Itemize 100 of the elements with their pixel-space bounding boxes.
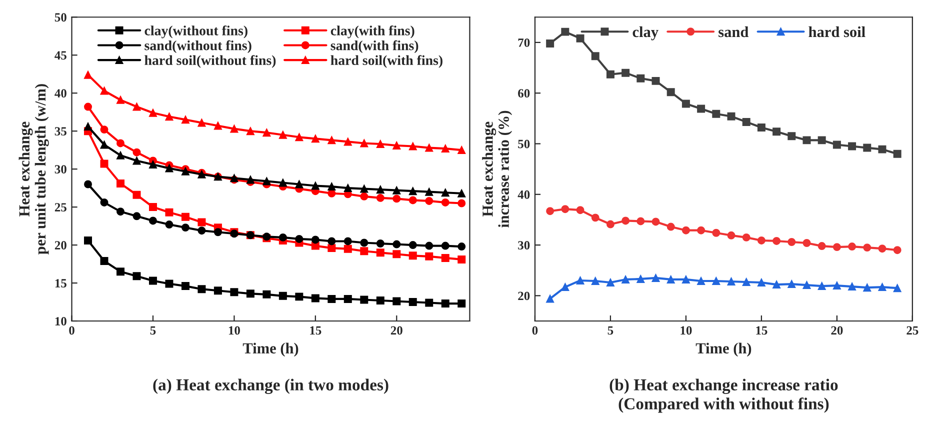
point	[246, 127, 254, 136]
point	[408, 142, 417, 150]
point	[666, 88, 675, 96]
point	[408, 298, 417, 306]
point	[606, 278, 614, 286]
point	[328, 182, 336, 191]
point	[682, 100, 690, 108]
point	[712, 276, 720, 285]
point	[606, 220, 614, 228]
legend-label: hard soil(without fins)	[144, 55, 276, 68]
point	[132, 102, 141, 111]
point	[198, 226, 206, 235]
point	[148, 160, 157, 168]
legend-label: sand(without fins)	[144, 40, 252, 54]
x-tick-label: 10	[680, 326, 692, 335]
point	[84, 70, 92, 79]
legend-label: hard soil(with fins)	[330, 55, 442, 68]
y-tick-label: 70	[518, 38, 530, 47]
point	[622, 68, 630, 77]
point	[262, 177, 271, 186]
x-axis-title: Time (h)	[242, 342, 298, 357]
point	[591, 214, 600, 222]
point	[344, 138, 352, 146]
point	[727, 231, 736, 240]
point	[392, 250, 401, 258]
point	[425, 242, 434, 250]
y-tick-label: 40	[518, 190, 530, 199]
legend-label: sand(with fins)	[330, 40, 418, 54]
point	[116, 268, 124, 276]
point	[148, 276, 157, 285]
point	[712, 110, 720, 118]
point	[84, 236, 92, 244]
point	[311, 134, 320, 143]
point	[165, 208, 174, 216]
point	[311, 182, 320, 190]
x-tick-label: 15	[756, 326, 768, 335]
point	[425, 196, 434, 205]
point	[832, 282, 841, 290]
point	[392, 297, 401, 306]
point	[116, 139, 124, 148]
point	[561, 283, 570, 292]
point	[148, 108, 157, 117]
text: (a) Heat exchange (in two modes)	[153, 378, 388, 394]
point	[458, 300, 466, 308]
point	[376, 140, 384, 148]
point	[181, 212, 190, 221]
point	[116, 180, 124, 188]
point	[116, 151, 124, 160]
point	[576, 34, 584, 42]
point	[360, 184, 368, 193]
text: (b) Heat exchange increase ratio (Compared with without fins)	[610, 378, 838, 413]
y-tick-label: 15	[55, 279, 66, 288]
point	[832, 243, 841, 252]
point	[360, 139, 368, 148]
point	[392, 142, 401, 150]
point	[132, 148, 141, 156]
y-tick-label: 50	[518, 140, 530, 148]
point	[893, 150, 902, 158]
point	[863, 244, 872, 252]
point	[328, 136, 336, 144]
point	[818, 242, 826, 250]
x-axis-title: Time (h)	[696, 342, 752, 357]
point	[425, 252, 434, 260]
point	[100, 160, 108, 168]
point	[84, 102, 92, 111]
point	[376, 186, 384, 194]
point	[295, 292, 304, 301]
point	[246, 290, 254, 298]
y-tick-label: 45	[54, 51, 66, 60]
point	[441, 144, 450, 153]
point	[636, 74, 645, 82]
point	[198, 218, 206, 226]
point	[392, 194, 401, 203]
point	[742, 233, 750, 242]
point	[425, 144, 434, 152]
point	[697, 104, 706, 113]
point	[682, 275, 690, 284]
point	[458, 242, 466, 251]
point	[848, 282, 856, 291]
point	[441, 188, 450, 197]
x-tick-label: 5	[150, 326, 156, 335]
point	[788, 280, 796, 288]
point	[666, 275, 675, 284]
point	[311, 294, 320, 302]
point	[458, 199, 466, 208]
point	[441, 300, 450, 308]
point	[100, 198, 108, 206]
point	[848, 242, 856, 251]
point	[278, 233, 287, 242]
y-tick-label: 20	[54, 241, 66, 250]
point	[181, 224, 190, 232]
point	[230, 124, 238, 133]
point	[214, 122, 222, 130]
point	[576, 276, 584, 284]
point	[561, 205, 570, 214]
point	[376, 248, 384, 257]
point	[408, 241, 417, 250]
legend-label: sand	[718, 26, 749, 38]
y-tick-label: 25	[54, 203, 66, 212]
point	[198, 285, 206, 294]
